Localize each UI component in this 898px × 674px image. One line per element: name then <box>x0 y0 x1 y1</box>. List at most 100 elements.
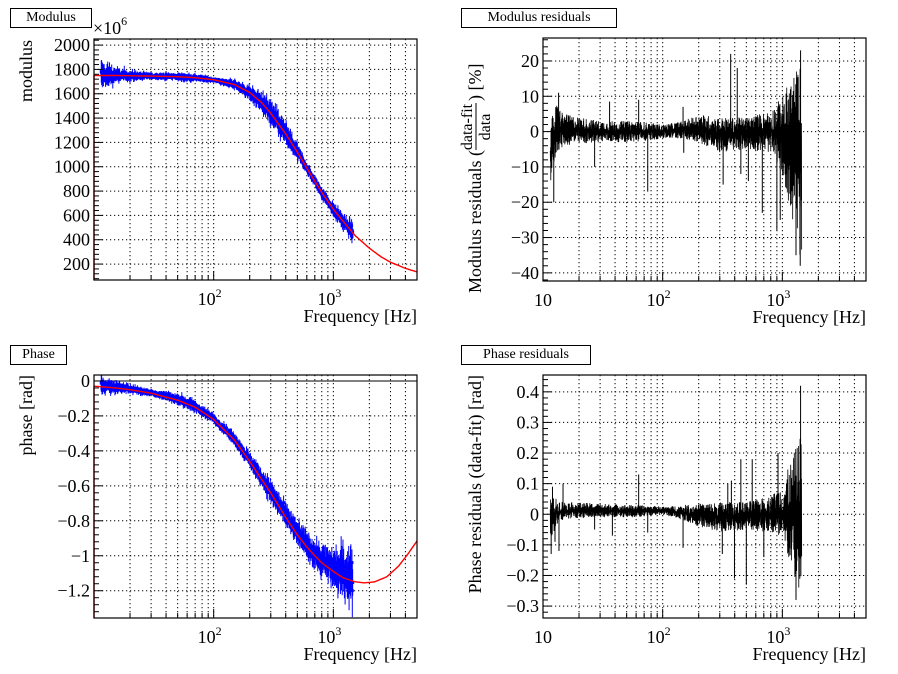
y-exponent-base: ×10 <box>93 18 121 38</box>
y-tick-label: −0.1 <box>506 535 539 555</box>
y-axis-label: phase [rad] <box>16 375 36 455</box>
grid-phase <box>94 375 417 618</box>
y-tick-label: 20 <box>521 51 539 71</box>
x-tick-base: 10 <box>198 289 216 309</box>
data-point <box>176 394 180 398</box>
x-tick-base: 10 <box>647 627 665 647</box>
x-tick-exponent: 2 <box>665 624 671 638</box>
y-tick-label: 0 <box>530 122 539 142</box>
y-tick-label: −40 <box>511 263 539 283</box>
data-point <box>308 168 312 172</box>
data-point <box>192 407 196 411</box>
x-tick-label: 103 <box>766 287 790 310</box>
y-tick-label: 800 <box>63 181 90 201</box>
x-tick-exponent: 3 <box>335 624 341 638</box>
data-point <box>240 446 244 450</box>
data-point <box>285 508 289 512</box>
data-point <box>267 482 271 486</box>
fit-curve <box>94 385 417 584</box>
y-axis-label-prefix: Modulus residuals ( <box>465 150 486 293</box>
residual-series <box>549 438 803 588</box>
x-tick-base: 10 <box>534 290 552 310</box>
y-tick-label: 10 <box>521 86 539 106</box>
grid-modulus-residuals <box>543 38 866 281</box>
data-point <box>228 428 232 432</box>
data-point <box>224 426 228 430</box>
x-axis-ticks <box>93 609 418 618</box>
x-axis-label: Frequency [Hz] <box>753 644 866 664</box>
x-tick-label: 102 <box>198 624 222 647</box>
y-tick-label: −0.6 <box>57 476 90 496</box>
y-tick-label: 1800 <box>54 59 90 79</box>
data-point <box>341 560 345 564</box>
plot-area-phase <box>94 375 417 618</box>
data-point <box>211 414 215 418</box>
y-axis-label: Phase residuals (data-fit) [rad] <box>465 375 486 593</box>
data-point <box>237 440 241 444</box>
y-axis-label-suffix: ) [%] <box>465 64 486 101</box>
x-axis-ticks <box>93 271 418 280</box>
data-point <box>111 79 115 83</box>
data-point <box>188 398 192 402</box>
data-point <box>339 213 343 217</box>
y-tick-label: 600 <box>63 205 90 225</box>
y-tick-label: 200 <box>63 254 90 274</box>
data-point <box>126 77 130 81</box>
y-tick-label: −1 <box>71 546 90 566</box>
data-point <box>350 561 354 565</box>
x-tick-label: 103 <box>766 624 790 647</box>
data-point <box>336 216 340 220</box>
data-point <box>222 423 226 427</box>
fit-curve <box>94 74 417 273</box>
x-tick-label: 103 <box>317 624 341 647</box>
y-tick-label: 2000 <box>54 35 90 55</box>
residual-spikes <box>553 50 802 266</box>
data-point <box>348 226 352 230</box>
x-axis-label: Frequency [Hz] <box>753 307 866 327</box>
x-tick-label: 102 <box>647 287 671 310</box>
y-axis-label: modulus <box>16 40 36 102</box>
data-point <box>347 582 351 586</box>
x-axis-label: Frequency [Hz] <box>304 306 417 326</box>
data-point <box>327 556 331 560</box>
data-point <box>263 478 267 482</box>
y-tick-label: −0.4 <box>57 441 90 461</box>
x-tick-label: 102 <box>198 286 222 309</box>
y-exponent-power: 6 <box>121 14 127 28</box>
data-point <box>278 119 282 123</box>
data-point <box>293 523 297 527</box>
y-tick-label: 1000 <box>54 157 90 177</box>
chart-phase-residuals: −0.3−0.2−0.100.10.20.30.410 102 103Frequen… <box>465 374 867 664</box>
data-point <box>339 557 343 561</box>
y-tick-label: −30 <box>511 228 539 248</box>
x-tick-base: 10 <box>766 627 784 647</box>
phase-residuals-title: Phase residuals <box>461 345 591 365</box>
x-tick-base: 10 <box>317 289 335 309</box>
y-axis-ticks <box>94 39 103 280</box>
residual-line <box>549 438 803 588</box>
y-tick-label: 1600 <box>54 84 90 104</box>
residual-series <box>549 68 803 255</box>
plot-frame <box>542 37 867 282</box>
data-point <box>351 581 355 585</box>
data-point <box>261 97 265 101</box>
data-point <box>232 434 236 438</box>
data-point <box>101 77 105 81</box>
data-series <box>99 375 355 618</box>
data-point <box>253 463 257 467</box>
x-tick-base: 10 <box>647 290 665 310</box>
grid-phase-residuals <box>543 375 866 618</box>
data-point <box>159 76 163 80</box>
data-point <box>149 72 153 76</box>
x-tick-exponent: 2 <box>665 287 671 301</box>
data-point <box>263 101 267 105</box>
y-axis-label-numerator: data-fit <box>459 103 476 150</box>
x-tick-exponent: 2 <box>216 624 222 638</box>
plot-area-modulus-residuals <box>549 50 803 266</box>
y-tick-label: −10 <box>511 157 539 177</box>
data-point <box>350 224 354 228</box>
y-tick-label: −0.3 <box>506 596 539 616</box>
data-point <box>319 187 323 191</box>
data-point <box>340 580 344 584</box>
